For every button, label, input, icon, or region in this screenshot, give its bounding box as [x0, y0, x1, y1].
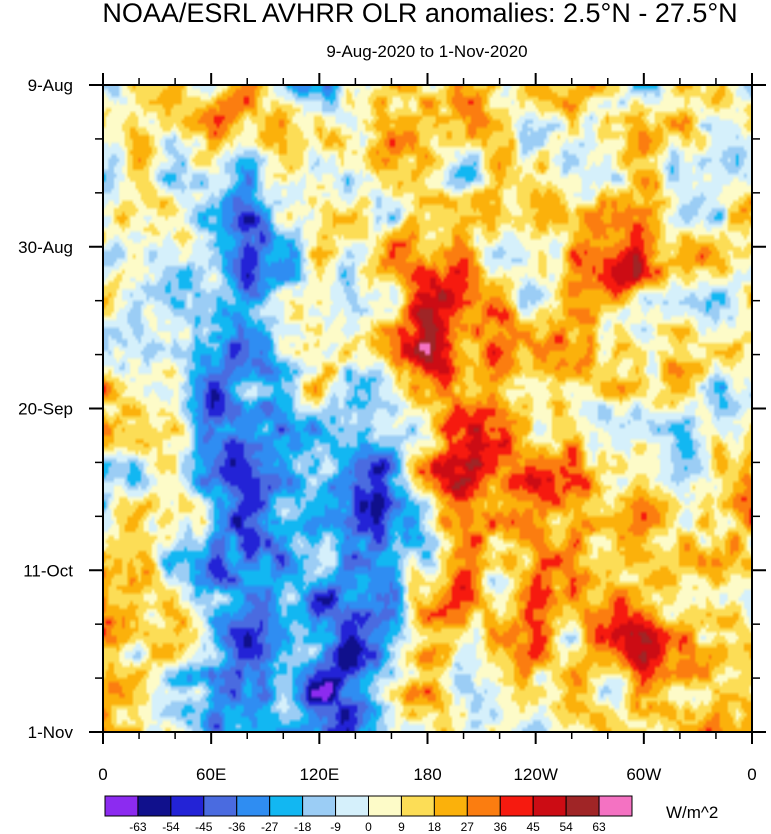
colorbar: -63 -54 -45 -36 -27 -18 -9 0 9 18 27 36 45 54 63 [104, 795, 633, 834]
chart-title: NOAA/ESRL AVHRR OLR anomalies: 2.5°N - 2… [102, 0, 737, 28]
colorbar-label: 27 [461, 820, 475, 834]
colorbar-swatch [302, 795, 337, 817]
colorbar-swatch [269, 795, 304, 817]
colorbar-label: -27 [261, 820, 279, 834]
y-tick-label: 9-Aug [28, 76, 73, 95]
colorbar-swatch [104, 795, 139, 817]
colorbar-swatch [499, 795, 534, 817]
colorbar-swatch [565, 795, 600, 817]
colorbar-swatch [137, 795, 172, 817]
chart-subtitle: 9-Aug-2020 to 1-Nov-2020 [326, 42, 527, 61]
colorbar-label: 63 [592, 820, 606, 834]
colorbar-units: W/m^2 [666, 803, 718, 822]
colorbar-swatch [335, 795, 369, 817]
x-tick-label: 60W [626, 765, 661, 784]
colorbar-label: -18 [294, 820, 312, 834]
x-tick-label: 120W [513, 765, 557, 784]
heatmap-field [103, 85, 752, 732]
y-tick-label: 1-Nov [28, 723, 74, 742]
x-tick-label: 0 [98, 765, 107, 784]
colorbar-label: -54 [162, 820, 180, 834]
x-tick-label: 60E [196, 765, 226, 784]
colorbar-swatch [433, 795, 468, 817]
colorbar-label: -36 [228, 820, 246, 834]
colorbar-swatch [203, 795, 238, 817]
heatmap-image [103, 85, 752, 732]
colorbar-label: 45 [527, 820, 541, 834]
colorbar-swatch [466, 795, 501, 817]
colorbar-label: 54 [559, 820, 573, 834]
axes: 0 60E 120E 180 120W 60W 0 9-Aug 30-Aug 20-Sep 11-O… [18, 73, 766, 784]
colorbar-label: 9 [398, 820, 405, 834]
y-tick-label: 30-Aug [18, 238, 73, 257]
colorbar-label: -45 [195, 820, 213, 834]
colorbar-swatch [532, 795, 567, 817]
colorbar-swatch [598, 795, 633, 817]
x-tick-label: 120E [299, 765, 339, 784]
x-tick-label: 0 [747, 765, 756, 784]
y-tick-label: 20-Sep [18, 400, 73, 419]
colorbar-swatch [170, 795, 205, 817]
y-tick-label: 11-Oct [23, 561, 73, 580]
colorbar-label: -9 [330, 820, 341, 834]
colorbar-label: -63 [129, 820, 147, 834]
colorbar-swatch [400, 795, 435, 817]
colorbar-swatch [368, 795, 402, 817]
colorbar-label: 36 [494, 820, 508, 834]
colorbar-label: 18 [428, 820, 442, 834]
colorbar-label: 0 [365, 820, 372, 834]
colorbar-swatch [236, 795, 271, 817]
x-tick-label: 180 [413, 765, 441, 784]
